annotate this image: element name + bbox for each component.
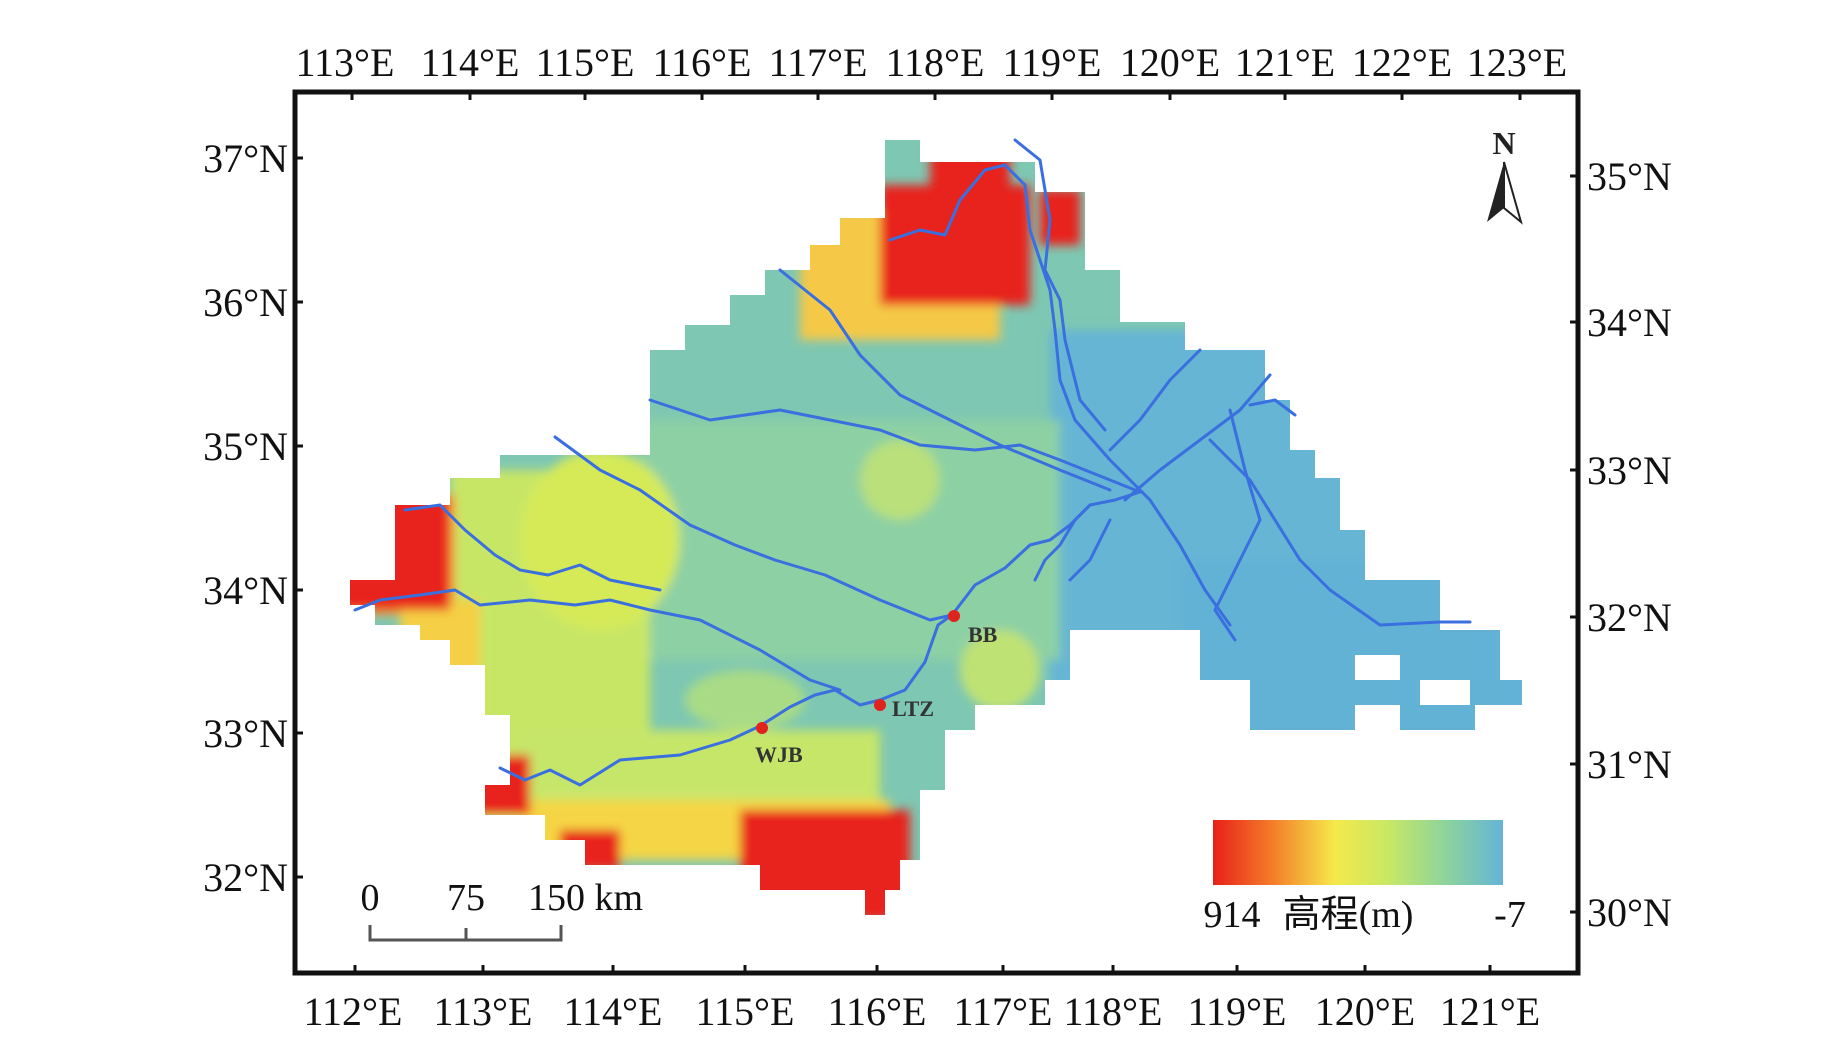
raster-gaps xyxy=(1355,655,1470,705)
bottom-lon-label: 112°E xyxy=(304,989,403,1034)
bottom-lon-label: 117°E xyxy=(954,989,1053,1034)
right-lat-label: 34°N xyxy=(1587,300,1672,345)
legend-title: 高程(m) xyxy=(1283,894,1414,936)
top-lon-label: 114°E xyxy=(421,40,520,85)
coastal-channel xyxy=(1248,398,1297,417)
bottom-lon-label: 113°E xyxy=(434,989,533,1034)
site-marker-wjb xyxy=(756,722,768,734)
bottom-lon-label: 120°E xyxy=(1315,989,1415,1034)
northern-tributary xyxy=(648,398,1142,494)
north-arrow-icon xyxy=(1487,162,1504,222)
east-channel-d xyxy=(1213,408,1262,642)
right-lat-labels: 35°N 34°N 33°N 32°N 31°N 30°N xyxy=(1587,154,1672,935)
east-channel-a xyxy=(1108,348,1202,452)
left-lat-label: 36°N xyxy=(203,280,288,325)
scale-label-75: 75 xyxy=(447,877,485,919)
left-lat-labels: 37°N 36°N 35°N 34°N 33°N 32°N xyxy=(203,136,288,900)
top-tick-marks xyxy=(350,92,1522,100)
legend-min-value: -7 xyxy=(1494,894,1526,936)
bottom-lon-label: 118°E xyxy=(1064,989,1163,1034)
top-lon-label: 123°E xyxy=(1467,40,1567,85)
legend-color-ramp xyxy=(1213,820,1503,885)
right-lat-label: 35°N xyxy=(1587,154,1672,199)
bottom-lon-label: 116°E xyxy=(828,989,927,1034)
site-markers: BB LTZ WJB xyxy=(755,610,998,767)
right-lat-label: 33°N xyxy=(1587,448,1672,493)
top-lon-label: 115°E xyxy=(536,40,635,85)
yi-shu-river xyxy=(778,268,1112,492)
scale-label-150: 150 km xyxy=(528,877,643,919)
left-lat-label: 32°N xyxy=(203,855,288,900)
north-arrow-label: N xyxy=(1492,125,1515,161)
bottom-tick-marks xyxy=(353,965,1492,973)
top-lon-label: 121°E xyxy=(1235,40,1335,85)
top-lon-label: 122°E xyxy=(1352,40,1452,85)
bottom-lon-label: 115°E xyxy=(696,989,795,1034)
top-lon-label: 119°E xyxy=(1003,40,1102,85)
top-lon-label: 120°E xyxy=(1120,40,1220,85)
bottom-lon-label: 121°E xyxy=(1440,989,1540,1034)
scale-bar: 0 75 150 km xyxy=(361,877,643,942)
right-lat-label: 32°N xyxy=(1587,595,1672,640)
left-lat-label: 34°N xyxy=(203,568,288,613)
bottom-lon-label: 119°E xyxy=(1188,989,1287,1034)
bottom-lon-label: 114°E xyxy=(564,989,663,1034)
left-tick-marks xyxy=(295,156,303,879)
legend-max-value: 914 xyxy=(1204,894,1261,936)
left-lat-label: 35°N xyxy=(203,424,288,469)
northeast-tributary xyxy=(1013,138,1107,432)
scale-label-0: 0 xyxy=(361,877,380,919)
right-lat-label: 31°N xyxy=(1587,742,1672,787)
site-label-wjb: WJB xyxy=(755,742,803,767)
north-arrow: N xyxy=(1487,125,1523,225)
top-lon-label: 117°E xyxy=(769,40,868,85)
east-channel-c xyxy=(1208,438,1472,627)
site-label-ltz: LTZ xyxy=(892,696,934,721)
left-lat-label: 33°N xyxy=(203,711,288,756)
bottom-lon-labels: 112°E 113°E 114°E 115°E 116°E 117°E 118°… xyxy=(304,989,1541,1034)
top-lon-label: 116°E xyxy=(653,40,752,85)
elevation-legend: 914 高程(m) -7 xyxy=(1204,820,1526,936)
east-channel-b xyxy=(1123,373,1272,502)
shaying-river xyxy=(353,588,842,692)
left-lat-label: 37°N xyxy=(203,136,288,181)
top-lon-labels: 113°E 114°E 115°E 116°E 117°E 118°E 119°… xyxy=(296,40,1568,85)
north-highland-river xyxy=(888,163,1232,627)
site-marker-bb xyxy=(948,610,960,622)
scale-bar-line xyxy=(368,925,563,942)
site-marker-ltz xyxy=(874,699,886,711)
top-lon-label: 118°E xyxy=(886,40,985,85)
northwest-tributary xyxy=(553,435,954,622)
north-arrow-icon-outline xyxy=(1503,161,1523,225)
top-lon-label: 113°E xyxy=(296,40,395,85)
right-tick-marks xyxy=(1570,174,1578,914)
west-upper-river xyxy=(403,503,662,592)
delta-channels xyxy=(1033,503,1112,582)
right-lat-label: 30°N xyxy=(1587,890,1672,935)
site-label-bb: BB xyxy=(968,622,998,647)
